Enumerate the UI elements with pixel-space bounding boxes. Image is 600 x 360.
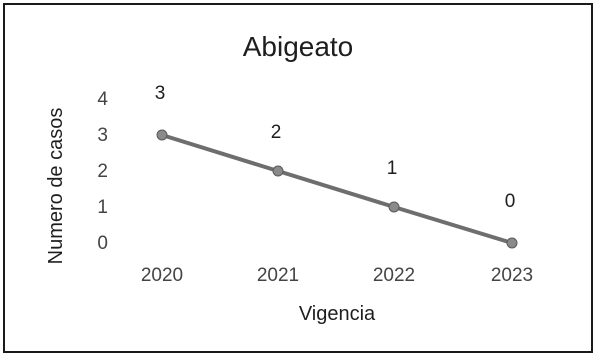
chart-title: Abigeato bbox=[243, 31, 354, 62]
series-line bbox=[160, 133, 514, 245]
data-label: 2 bbox=[271, 122, 282, 143]
data-label: 3 bbox=[155, 83, 166, 104]
x-axis-label: Vigencia bbox=[299, 303, 376, 325]
data-label: 0 bbox=[505, 191, 516, 212]
data-label: 1 bbox=[387, 158, 398, 179]
data-point bbox=[388, 201, 400, 213]
y-tick-label: 0 bbox=[97, 233, 108, 254]
x-tick-label: 2023 bbox=[491, 265, 533, 286]
y-tick-label: 1 bbox=[97, 197, 108, 218]
data-point bbox=[156, 129, 168, 141]
y-tick-label: 4 bbox=[97, 89, 108, 110]
y-tick-label: 3 bbox=[97, 125, 108, 146]
data-point bbox=[272, 165, 284, 177]
x-tick-label: 2021 bbox=[257, 265, 299, 286]
data-point bbox=[506, 237, 518, 249]
x-tick-label: 2020 bbox=[141, 265, 183, 286]
y-tick-label: 2 bbox=[97, 161, 108, 182]
y-axis-label: Numero de casos bbox=[45, 108, 67, 265]
x-tick-label: 2022 bbox=[373, 265, 415, 286]
